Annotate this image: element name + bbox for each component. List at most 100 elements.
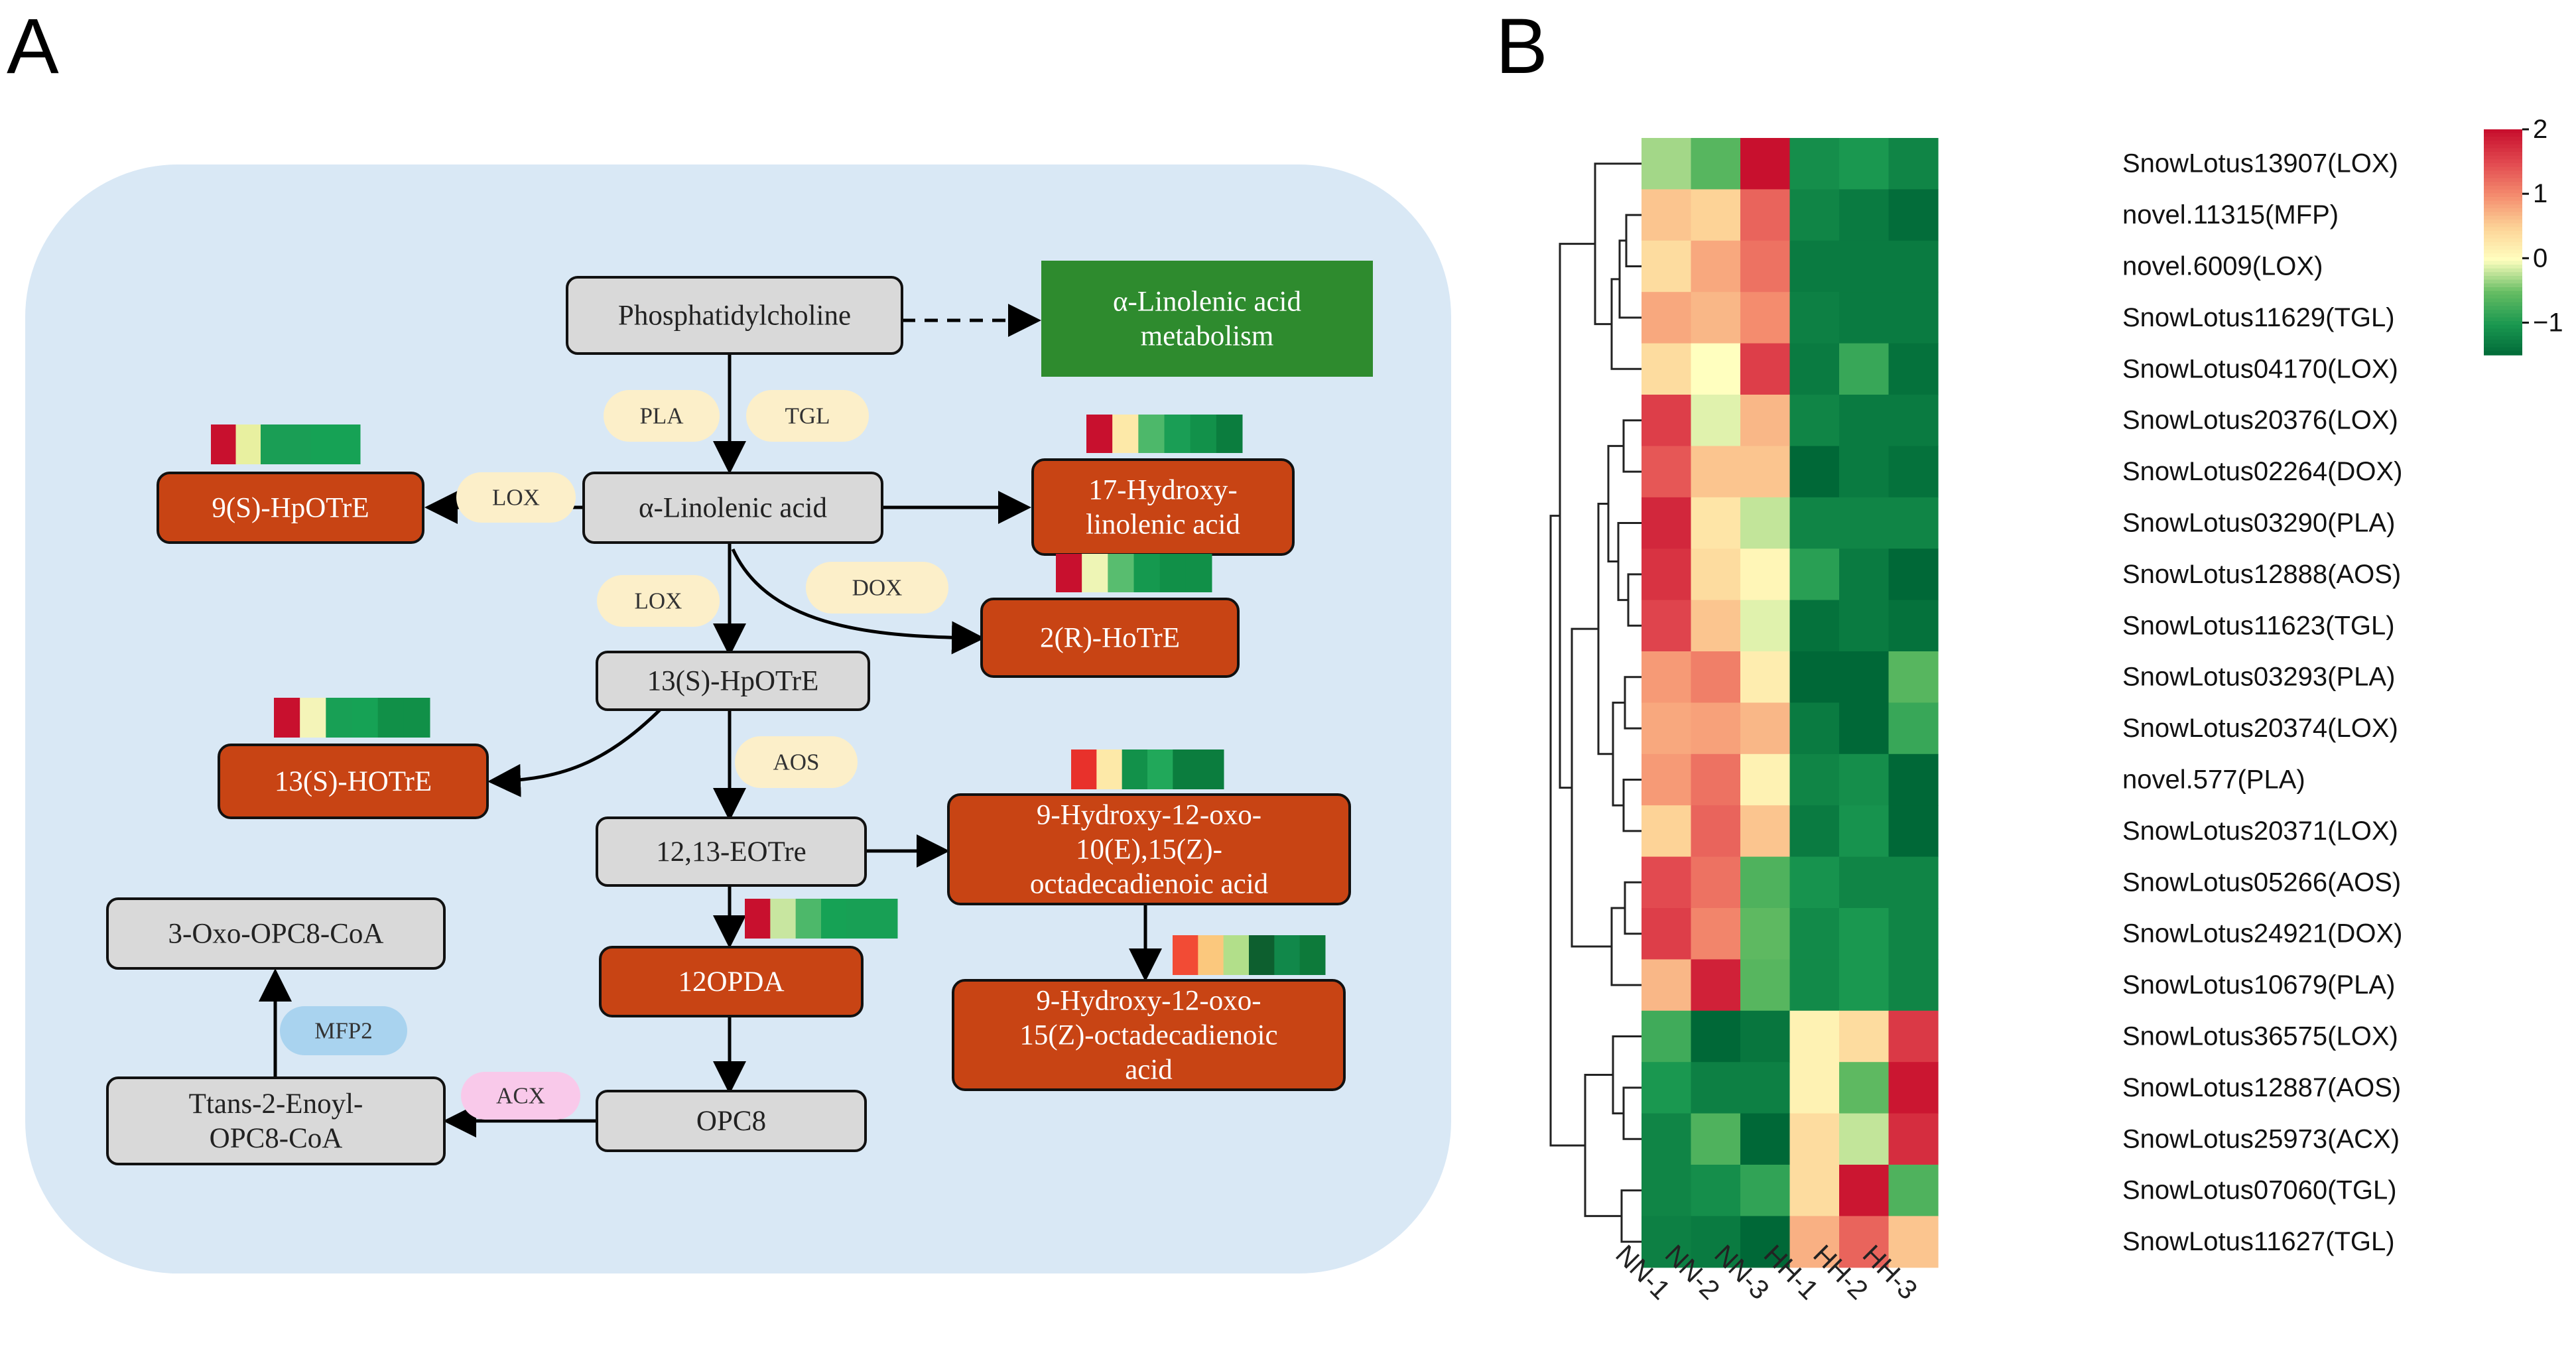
mini-heatmap-cell bbox=[1223, 935, 1250, 975]
heatmap-cell bbox=[1789, 959, 1840, 1011]
heatmap-cell bbox=[1839, 908, 1890, 960]
heatmap-cell bbox=[1888, 1062, 1939, 1114]
heatmap-cell bbox=[1691, 651, 1741, 703]
mini-heatmap-cell bbox=[1198, 935, 1224, 975]
mini-heatmap-cell bbox=[403, 698, 430, 738]
arrow-13s-to-13h bbox=[487, 695, 675, 797]
mini-heatmap-cell bbox=[211, 424, 236, 464]
heatmap-cell bbox=[1839, 138, 1890, 190]
legend-tick-label: −1 bbox=[2533, 308, 2563, 337]
mini-heatmap-cell bbox=[1274, 935, 1301, 975]
heatmap-cell bbox=[1691, 497, 1741, 549]
mini-heatmap-cell bbox=[1122, 749, 1148, 789]
node-hydoxo1-box bbox=[947, 793, 1351, 905]
node-opc8-label: OPC8 bbox=[696, 1106, 766, 1137]
heatmap-cell bbox=[1740, 1062, 1791, 1114]
legend-swatch bbox=[2484, 257, 2522, 262]
gene-label: SnowLotus20376(LOX) bbox=[2122, 406, 2398, 435]
heatmap-cell bbox=[1789, 1010, 1840, 1063]
legend-swatch bbox=[2484, 279, 2522, 285]
mini-heatmap-cell bbox=[235, 424, 261, 464]
legend-swatch bbox=[2484, 253, 2522, 258]
heatmap-cell bbox=[1839, 343, 1890, 395]
dendrogram-branch bbox=[1610, 278, 1642, 370]
heatmap-cell bbox=[1839, 446, 1890, 498]
heatmap-cell bbox=[1839, 1165, 1890, 1216]
heatmap-cell bbox=[1888, 292, 1939, 344]
mini-heatmap-cell bbox=[1056, 554, 1082, 592]
node-oxo-box bbox=[106, 897, 446, 970]
legend-swatch bbox=[2484, 265, 2522, 269]
heatmap-cell bbox=[1839, 240, 1890, 293]
legend-swatch bbox=[2484, 220, 2522, 224]
heatmap-cell bbox=[1740, 1010, 1791, 1063]
legend-swatch bbox=[2484, 212, 2522, 217]
heatmap-cell bbox=[1789, 753, 1840, 806]
panel-label-b: B bbox=[1496, 3, 1548, 90]
heatmap-cell bbox=[1839, 959, 1890, 1011]
heatmap-cell bbox=[1888, 753, 1939, 806]
enzyme-dox: DOX bbox=[806, 562, 948, 614]
mini-heatmap-cell bbox=[1112, 415, 1139, 453]
enzyme-tgl-pill bbox=[746, 390, 869, 442]
heatmap-cell bbox=[1691, 908, 1741, 960]
node-la: α-Linolenic acid bbox=[582, 472, 883, 544]
dendrogram-branch bbox=[1607, 444, 1624, 563]
node-hydoxo2: 9-Hydroxy-12-oxo-15(Z)-octadecadienoic ac… bbox=[952, 979, 1346, 1091]
heatmap-cell bbox=[1789, 240, 1840, 293]
mini-heatmaps bbox=[211, 415, 1326, 975]
heatmap-cell bbox=[1789, 138, 1840, 190]
legend-swatch bbox=[2484, 148, 2522, 153]
legend-swatch bbox=[2484, 227, 2522, 231]
heatmap-cell bbox=[1740, 497, 1791, 549]
legend-swatch bbox=[2484, 245, 2522, 251]
enzyme-acx-label: ACX bbox=[496, 1083, 545, 1109]
mini-heatmap-cell bbox=[261, 424, 286, 464]
heatmap-cell bbox=[1789, 1113, 1840, 1165]
node-hotre13: 13(S)-HOTrE bbox=[218, 744, 489, 819]
dendrogram-branch bbox=[1620, 1189, 1642, 1243]
heatmap-cell bbox=[1642, 189, 1692, 241]
enzyme-aos-pill bbox=[735, 736, 858, 788]
legend-swatch bbox=[2484, 332, 2522, 337]
heatmap-cell bbox=[1789, 343, 1840, 395]
heatmap-cell bbox=[1642, 1113, 1692, 1165]
node-oxo-label: 3-Oxo-OPC8-CoA bbox=[168, 918, 384, 949]
legend-swatch bbox=[2484, 291, 2522, 296]
heatmap-cell bbox=[1888, 189, 1939, 241]
legend-swatch bbox=[2484, 283, 2522, 288]
enzyme-dox-pill bbox=[806, 562, 948, 614]
node-hotre2-box bbox=[980, 598, 1240, 678]
legend-swatch bbox=[2484, 204, 2522, 209]
gene-label: SnowLotus11623(TGL) bbox=[2122, 611, 2395, 640]
gene-label: novel.6009(LOX) bbox=[2122, 252, 2323, 281]
heatmap-cell bbox=[1839, 1216, 1890, 1268]
dendrogram-branch bbox=[1584, 1074, 1622, 1217]
dendrogram-branch bbox=[1610, 907, 1642, 986]
node-hotre13-label: 13(S)-HOTrE bbox=[275, 766, 432, 797]
heatmap-cell bbox=[1789, 292, 1840, 344]
heatmap-cell bbox=[1642, 651, 1692, 703]
heatmap-cell bbox=[1642, 343, 1692, 395]
heatmap-cell bbox=[1789, 549, 1840, 601]
enzyme-mfp2-label: MFP2 bbox=[314, 1018, 373, 1044]
enzyme-lox2: LOX bbox=[597, 575, 720, 627]
enzyme-mfp2-pill bbox=[280, 1006, 407, 1055]
legend-swatch bbox=[2484, 186, 2522, 190]
node-oxo: 3-Oxo-OPC8-CoA bbox=[106, 897, 446, 970]
legend-swatch bbox=[2484, 166, 2522, 172]
heatmap-cell bbox=[1691, 702, 1741, 755]
legend-swatch bbox=[2484, 317, 2522, 322]
dendrogram-branch bbox=[1622, 1086, 1642, 1140]
legend-swatch bbox=[2484, 174, 2522, 179]
heatmap-cell bbox=[1740, 343, 1791, 395]
legend-tick-label: 2 bbox=[2533, 115, 2547, 144]
row-dendrogram bbox=[1549, 163, 1642, 1243]
gene-label: SnowLotus11629(TGL) bbox=[2122, 303, 2395, 332]
heatmap-cell bbox=[1642, 240, 1692, 293]
node-hyd17: 17-Hydroxy-linolenic acid bbox=[1031, 458, 1295, 556]
mini-heatmap-cell bbox=[274, 698, 300, 738]
heatmap-cell bbox=[1789, 702, 1840, 755]
heatmap-cell bbox=[1789, 446, 1840, 498]
heatmap-cell bbox=[1691, 1113, 1741, 1165]
